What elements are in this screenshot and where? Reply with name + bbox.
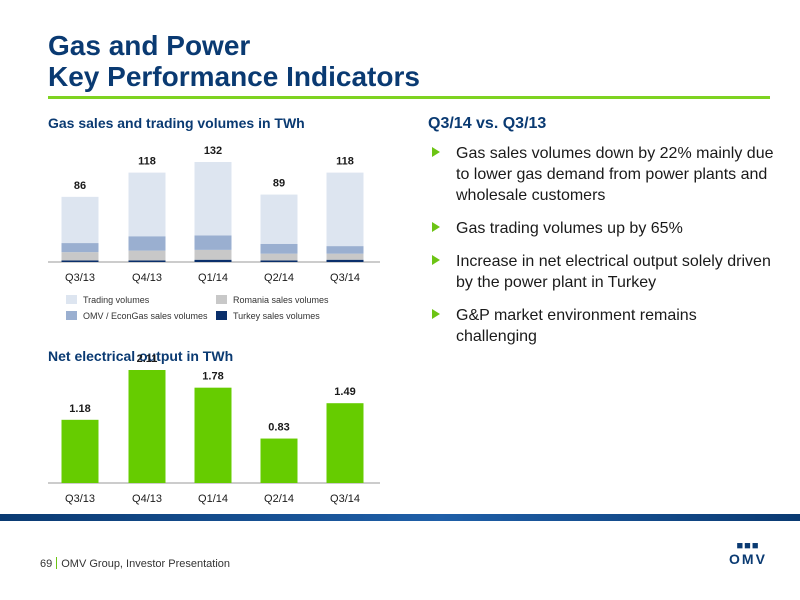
legend-item-trading: Trading volumes <box>66 295 149 305</box>
power-value-label: 0.83 <box>268 422 289 434</box>
power-bar <box>128 370 166 483</box>
omv-logo-text: OMV <box>729 551 767 567</box>
bullet-text: G&P market environment remains challengi… <box>456 307 697 345</box>
bullet-item: Gas trading volumes up by 65% <box>428 218 778 239</box>
gas-x-tick-label: Q3/14 <box>330 272 360 284</box>
page-number: 69 <box>40 558 53 570</box>
power-value-label: 1.78 <box>202 371 223 383</box>
title-divider <box>48 96 770 99</box>
gas-x-tick-label: Q3/13 <box>65 272 95 284</box>
omv-logo: ■■■ OMV <box>722 540 774 567</box>
power-bar <box>61 419 99 483</box>
legend-label-trading: Trading volumes <box>83 295 150 305</box>
power-bar <box>326 403 364 483</box>
power-x-tick-label: Q3/14 <box>330 493 360 505</box>
gas-bar-segment-trading-volumes <box>194 162 232 236</box>
legend-item-turkey: Turkey sales volumes <box>216 311 320 321</box>
bullet-item: Gas sales volumes down by 22% mainly due… <box>428 143 778 206</box>
comparison-subhead: Q3/14 vs. Q3/13 <box>428 115 547 132</box>
bullet-list: Gas sales volumes down by 22% mainly due… <box>428 143 778 359</box>
power-bar <box>194 387 232 483</box>
bullet-arrow-icon <box>432 147 440 157</box>
gas-bar-segment-omv-econgas-sales-volumes <box>194 235 232 250</box>
legend-swatch-romania <box>216 295 227 304</box>
power-value-label: 1.49 <box>334 386 355 398</box>
title-line-1: Gas and Power <box>48 30 251 61</box>
gas-bar-segment-turkey-sales-volumes <box>194 259 232 262</box>
legend-swatch-trading <box>66 295 77 304</box>
gas-x-tick-label: Q4/13 <box>132 272 162 284</box>
bullet-arrow-icon <box>432 222 440 232</box>
legend-label-omv-econgas: OMV / EconGas sales volumes <box>83 311 208 321</box>
gas-bar-segment-romania-sales-volumes <box>326 253 364 260</box>
power-x-tick-label: Q1/14 <box>198 493 228 505</box>
bullet-arrow-icon <box>432 255 440 265</box>
footer: 69 OMV Group, Investor Presentation <box>40 557 230 570</box>
power-x-tick-label: Q2/14 <box>264 493 294 505</box>
slide-title: Gas and Power Key Performance Indicators <box>48 30 420 92</box>
gas-total-label: 132 <box>204 145 222 157</box>
gas-bar-segment-romania-sales-volumes <box>61 252 99 261</box>
gas-bar-segment-trading-volumes <box>128 172 166 237</box>
gas-bar-segment-omv-econgas-sales-volumes <box>260 243 298 254</box>
footer-bar <box>0 514 800 521</box>
gas-bar-segment-turkey-sales-volumes <box>326 259 364 262</box>
gas-bar-segment-turkey-sales-volumes <box>260 260 298 262</box>
bullet-arrow-icon <box>432 309 440 319</box>
gas-x-tick-label: Q2/14 <box>264 272 294 284</box>
bullet-text: Gas trading volumes up by 65% <box>456 220 683 237</box>
legend-item-omv-econgas: OMV / EconGas sales volumes <box>66 311 208 321</box>
gas-bar-segment-trading-volumes <box>260 194 298 244</box>
gas-bar-segment-trading-volumes <box>326 172 364 247</box>
legend-swatch-turkey <box>216 311 227 320</box>
gas-bar-segment-romania-sales-volumes <box>128 250 166 261</box>
legend-label-turkey: Turkey sales volumes <box>233 311 320 321</box>
power-value-label: 2.11 <box>137 353 158 365</box>
gas-bar-segment-romania-sales-volumes <box>260 253 298 261</box>
power-x-tick-label: Q4/13 <box>132 493 162 505</box>
legend-item-romania: Romania sales volumes <box>216 295 329 305</box>
legend-label-romania: Romania sales volumes <box>233 295 329 305</box>
gas-total-label: 118 <box>336 156 354 168</box>
power-chart-title: Net electrical output in TWh <box>48 348 234 364</box>
gas-x-tick-label: Q1/14 <box>198 272 228 284</box>
gas-bar-segment-romania-sales-volumes <box>194 249 232 260</box>
gas-bar-segment-turkey-sales-volumes <box>61 260 99 262</box>
gas-total-label: 89 <box>273 178 285 190</box>
gas-bar-segment-trading-volumes <box>61 196 99 244</box>
bullet-text: Increase in net electrical output solely… <box>456 253 771 291</box>
power-value-label: 1.18 <box>69 403 90 415</box>
gas-bar-segment-omv-econgas-sales-volumes <box>61 243 99 253</box>
gas-total-label: 86 <box>74 180 86 192</box>
gas-bar-segment-omv-econgas-sales-volumes <box>128 236 166 251</box>
omv-logo-mark-icon: ■■■ <box>736 540 760 552</box>
title-line-2: Key Performance Indicators <box>48 61 420 92</box>
gas-total-label: 118 <box>138 156 156 168</box>
gas-chart-title: Gas sales and trading volumes in TWh <box>48 115 305 131</box>
power-bar <box>260 438 298 483</box>
gas-bar-segment-omv-econgas-sales-volumes <box>326 246 364 254</box>
footer-label: OMV Group, Investor Presentation <box>61 558 230 570</box>
legend-swatch-omv-econgas <box>66 311 77 320</box>
bullet-text: Gas sales volumes down by 22% mainly due… <box>456 145 774 204</box>
bullet-item: G&P market environment remains challengi… <box>428 305 778 347</box>
gas-bar-segment-turkey-sales-volumes <box>128 260 166 262</box>
bullet-item: Increase in net electrical output solely… <box>428 251 778 293</box>
footer-separator <box>56 557 58 569</box>
power-x-tick-label: Q3/13 <box>65 493 95 505</box>
